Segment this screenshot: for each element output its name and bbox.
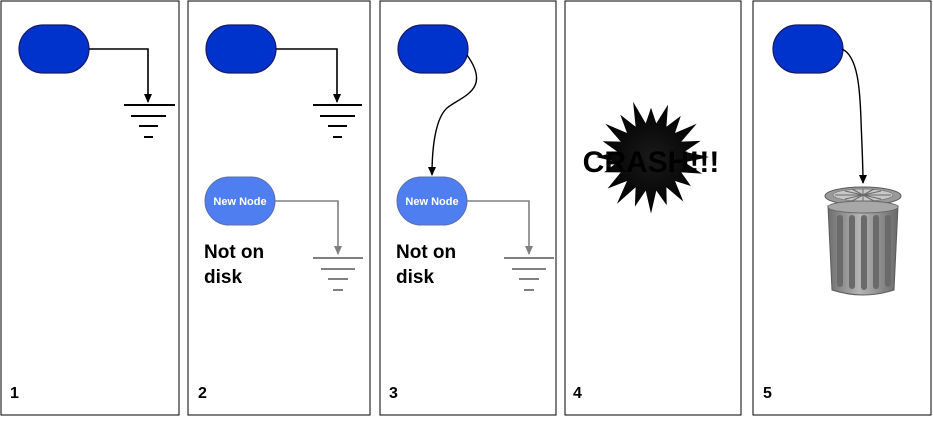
panel-number: 3 bbox=[389, 385, 398, 402]
ground-symbol-gray bbox=[313, 257, 363, 291]
ground-symbol bbox=[124, 104, 175, 138]
panel-5: 5 bbox=[752, 0, 932, 416]
crash-text: CRASH!!! bbox=[583, 146, 720, 179]
not-on-disk-line1: Not on bbox=[204, 242, 264, 263]
new-node-label: New Node bbox=[213, 196, 266, 208]
trash-can-icon bbox=[824, 186, 902, 296]
panel-4: CRASH!!! 4 bbox=[564, 0, 742, 416]
panel-1: 1 bbox=[0, 0, 180, 416]
not-on-disk-line2: disk bbox=[396, 267, 434, 288]
panel-2: New Node Not on disk 2 bbox=[187, 0, 371, 416]
ground-symbol-gray bbox=[504, 257, 554, 291]
not-on-disk-line2: disk bbox=[204, 267, 242, 288]
panel-frame bbox=[564, 0, 742, 416]
crash-burst-icon bbox=[595, 101, 709, 214]
new-node-label: New Node bbox=[405, 196, 458, 208]
panel-number: 4 bbox=[573, 385, 582, 402]
panel-number: 1 bbox=[10, 385, 19, 402]
link-arrow-to-trash bbox=[841, 48, 867, 184]
link-arrow bbox=[276, 48, 341, 103]
ground-symbol bbox=[313, 104, 362, 138]
root-node bbox=[18, 24, 90, 74]
new-node-link-arrow bbox=[275, 200, 342, 255]
link-arrow bbox=[89, 48, 152, 103]
new-node-link-arrow bbox=[467, 200, 533, 255]
link-arrow-to-new-node bbox=[428, 54, 478, 176]
not-on-disk-line1: Not on bbox=[396, 242, 456, 263]
panel-number: 5 bbox=[763, 385, 772, 402]
panel-number: 2 bbox=[198, 385, 207, 402]
root-node bbox=[772, 24, 844, 74]
panel-3: New Node Not on disk 3 bbox=[379, 0, 557, 416]
root-node bbox=[205, 24, 277, 74]
root-node bbox=[397, 24, 469, 74]
